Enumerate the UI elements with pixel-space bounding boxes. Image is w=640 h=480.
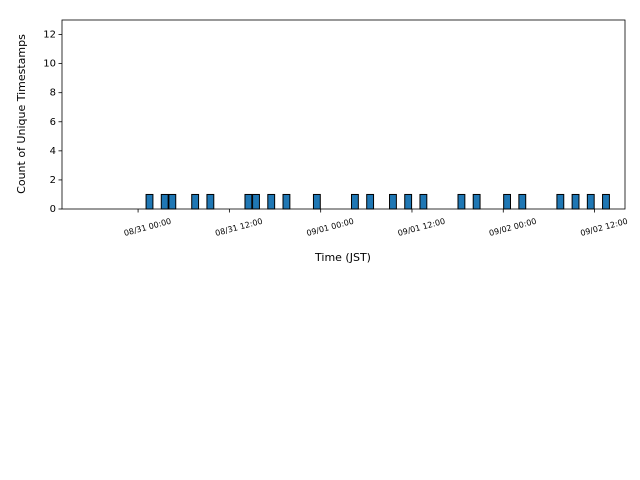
bar (168, 193, 177, 210)
bar (252, 193, 260, 210)
bar (518, 193, 527, 210)
bar (556, 193, 565, 210)
y-tick-label: 6 (50, 117, 56, 128)
bar (503, 193, 511, 210)
bar (586, 193, 595, 210)
bar (145, 193, 154, 210)
bar (267, 193, 276, 210)
bar (472, 193, 481, 210)
y-tick-label: 10 (43, 59, 56, 70)
bar (457, 193, 466, 210)
bar (350, 193, 359, 210)
plot-frame (61, 19, 626, 210)
bar (244, 193, 253, 210)
bar (191, 193, 200, 210)
bar (160, 193, 169, 210)
y-axis-label: Count of Unique Timestamps (15, 34, 28, 194)
bar (389, 193, 397, 210)
bar (602, 193, 610, 210)
bar (206, 193, 215, 210)
bar (282, 193, 291, 210)
y-tick-label: 4 (50, 146, 56, 157)
y-tick-label: 12 (43, 30, 56, 41)
x-axis-label: Time (JST) (314, 251, 371, 264)
bar (419, 193, 428, 210)
y-tick-label: 0 (50, 204, 56, 215)
bar (404, 193, 413, 210)
bar (571, 193, 580, 210)
bar (366, 193, 375, 210)
y-tick-label: 8 (50, 88, 56, 99)
bar (312, 193, 321, 210)
y-tick-label: 2 (50, 175, 56, 186)
